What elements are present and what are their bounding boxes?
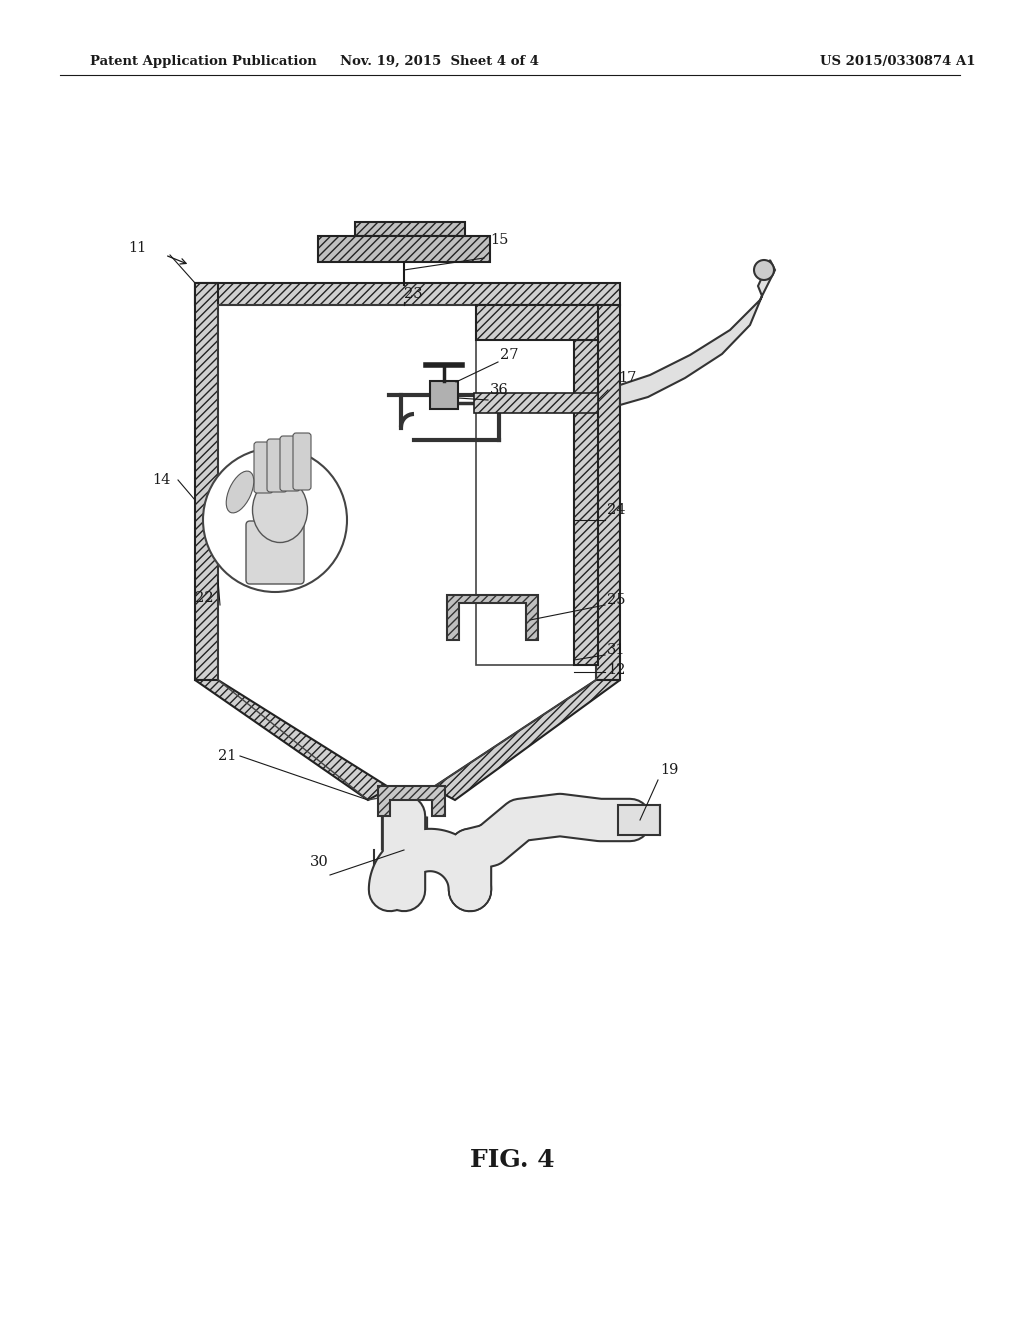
Text: 31: 31 xyxy=(607,643,626,657)
Text: 21: 21 xyxy=(218,748,237,763)
Text: 17: 17 xyxy=(618,371,636,385)
Polygon shape xyxy=(476,341,574,665)
Polygon shape xyxy=(447,595,538,640)
Polygon shape xyxy=(476,305,598,341)
Polygon shape xyxy=(432,680,620,800)
Polygon shape xyxy=(596,305,620,680)
Ellipse shape xyxy=(253,478,307,543)
Text: 23: 23 xyxy=(404,286,423,301)
Text: 11: 11 xyxy=(128,242,146,255)
Text: 36: 36 xyxy=(490,383,509,397)
Text: 12: 12 xyxy=(607,663,626,677)
FancyBboxPatch shape xyxy=(267,440,287,492)
Text: 15: 15 xyxy=(490,234,508,247)
Bar xyxy=(430,381,458,409)
FancyBboxPatch shape xyxy=(246,521,304,583)
Text: 19: 19 xyxy=(660,763,678,777)
Text: FIG. 4: FIG. 4 xyxy=(470,1148,554,1172)
Polygon shape xyxy=(474,393,598,413)
Circle shape xyxy=(754,260,774,280)
Polygon shape xyxy=(195,680,390,800)
Polygon shape xyxy=(574,341,598,665)
Circle shape xyxy=(203,447,347,591)
Text: US 2015/0330874 A1: US 2015/0330874 A1 xyxy=(820,55,976,69)
Polygon shape xyxy=(318,236,490,261)
Polygon shape xyxy=(374,834,486,890)
Text: 22: 22 xyxy=(195,591,213,605)
FancyBboxPatch shape xyxy=(293,433,311,490)
Text: 24: 24 xyxy=(607,503,626,517)
Text: 14: 14 xyxy=(152,473,170,487)
Ellipse shape xyxy=(226,471,254,513)
Polygon shape xyxy=(195,282,620,305)
FancyBboxPatch shape xyxy=(280,436,300,491)
FancyBboxPatch shape xyxy=(254,442,273,492)
Polygon shape xyxy=(355,222,465,236)
Text: Nov. 19, 2015  Sheet 4 of 4: Nov. 19, 2015 Sheet 4 of 4 xyxy=(341,55,540,69)
Bar xyxy=(618,805,660,836)
Text: 30: 30 xyxy=(310,855,329,869)
Text: 25: 25 xyxy=(607,593,626,607)
Polygon shape xyxy=(195,282,218,680)
Text: 27: 27 xyxy=(500,348,518,362)
Polygon shape xyxy=(378,785,445,816)
Text: Patent Application Publication: Patent Application Publication xyxy=(90,55,316,69)
Polygon shape xyxy=(620,260,775,405)
Polygon shape xyxy=(218,282,596,800)
